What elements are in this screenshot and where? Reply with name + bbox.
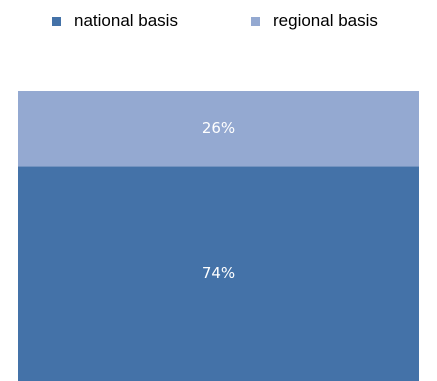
- legend-label-national-basis: national basis: [74, 11, 178, 30]
- legend-swatch-regional-basis: [251, 16, 260, 26]
- data-label-national-basis: 74%: [202, 264, 235, 282]
- bar-segment-regional-basis: [18, 91, 419, 167]
- legend-swatch-national-basis: [52, 16, 61, 26]
- legend-item-national-basis: national basis: [52, 8, 178, 34]
- legend: national basis regional basis: [0, 8, 437, 34]
- data-label-regional-basis: 26%: [202, 119, 235, 137]
- legend-item-regional-basis: regional basis: [251, 8, 378, 34]
- bar-segment-national-basis: [18, 166, 419, 381]
- legend-label-regional-basis: regional basis: [273, 11, 378, 30]
